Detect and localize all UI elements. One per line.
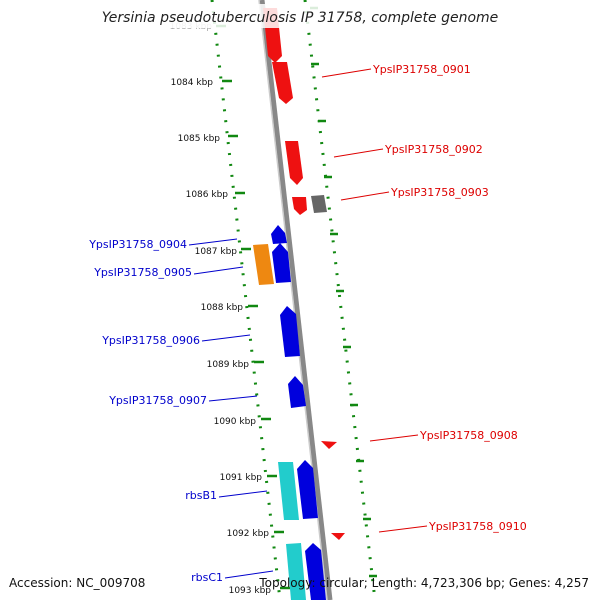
gene-label-ypsip31758-0904[interactable]: YpsIP31758_0904: [88, 238, 187, 251]
tick-label-1088: 1088 kbp: [201, 303, 244, 313]
gene-rbsc1-blue[interactable]: [305, 543, 326, 600]
gene-label-ypsip31758-0901[interactable]: YpsIP31758_0901: [372, 63, 471, 76]
tick-label-1087: 1087 kbp: [195, 247, 238, 257]
gene-rbsb1-cyan[interactable]: [278, 462, 299, 520]
gene-ypsip31758-0903-gray[interactable]: [311, 195, 327, 213]
gene-ypsip31758-0906[interactable]: [280, 306, 300, 357]
tick-label-1085: 1085 kbp: [178, 134, 221, 144]
tick-label-1084: 1084 kbp: [171, 78, 214, 88]
gene-label-ypsip31758-0908[interactable]: YpsIP31758_0908: [419, 429, 518, 442]
tick-label-1086: 1086 kbp: [186, 190, 229, 200]
genome-summary-text: Topology: circular; Length: 4,723,306 bp…: [258, 576, 589, 590]
gene-label-ypsip31758-0907[interactable]: YpsIP31758_0907: [108, 394, 207, 407]
gene-label-ypsip31758-0910[interactable]: YpsIP31758_0910: [428, 520, 527, 533]
gene-rbsc1-cyan[interactable]: [286, 543, 306, 600]
gene-label-rbsc1[interactable]: rbsC1: [191, 571, 223, 584]
gene-ypsip31758-0907[interactable]: [288, 376, 306, 408]
gene-ypsip31758-0901-part2[interactable]: [272, 62, 293, 104]
gene-label-ypsip31758-0905[interactable]: YpsIP31758_0905: [93, 266, 192, 279]
gene-ypsip31758-0903-red[interactable]: [292, 197, 307, 215]
title-backdrop: [100, 4, 500, 28]
tick-label-1090: 1090 kbp: [214, 417, 257, 427]
gene-ypsip31758-0905-blue[interactable]: [272, 243, 291, 283]
gene-label-ypsip31758-0906[interactable]: YpsIP31758_0906: [101, 334, 200, 347]
left-dotted-track: [210, 0, 282, 600]
gene-label-rbsb1[interactable]: rbsB1: [185, 489, 217, 502]
gene-rbsb1-blue[interactable]: [297, 460, 318, 519]
right-dotted-track: [303, 0, 377, 600]
gene-ypsip31758-0904[interactable]: [271, 225, 287, 244]
gene-ypsip31758-0905-orange[interactable]: [253, 244, 274, 285]
gene-ypsip31758-0910[interactable]: [331, 533, 345, 540]
gene-label-ypsip31758-0903[interactable]: YpsIP31758_0903: [390, 186, 489, 199]
tick-label-1092: 1092 kbp: [227, 529, 270, 539]
forward-gene-labels: YpsIP31758_0904 YpsIP31758_0905 YpsIP317…: [88, 238, 223, 584]
tick-label-1091: 1091 kbp: [220, 473, 263, 483]
kbp-tick-labels: 1083 kbp 1084 kbp 1085 kbp 1086 kbp 1087…: [170, 22, 272, 596]
map-title: Yersinia pseudotuberculosis IP 31758, co…: [102, 10, 499, 26]
gene-ypsip31758-0902[interactable]: [285, 141, 303, 185]
reverse-label-connectors: [321, 68, 428, 533]
gene-ypsip31758-0908[interactable]: [321, 441, 337, 449]
tick-label-1089: 1089 kbp: [207, 360, 250, 370]
forward-label-connectors: [188, 238, 274, 579]
genome-backbone: [259, 0, 333, 600]
reverse-gene-labels: YpsIP31758_0901 YpsIP31758_0902 YpsIP317…: [372, 63, 527, 533]
tick-label-1093: 1093 kbp: [229, 586, 272, 596]
gene-label-ypsip31758-0902[interactable]: YpsIP31758_0902: [384, 143, 483, 156]
accession-text: Accession: NC_009708: [9, 576, 145, 590]
